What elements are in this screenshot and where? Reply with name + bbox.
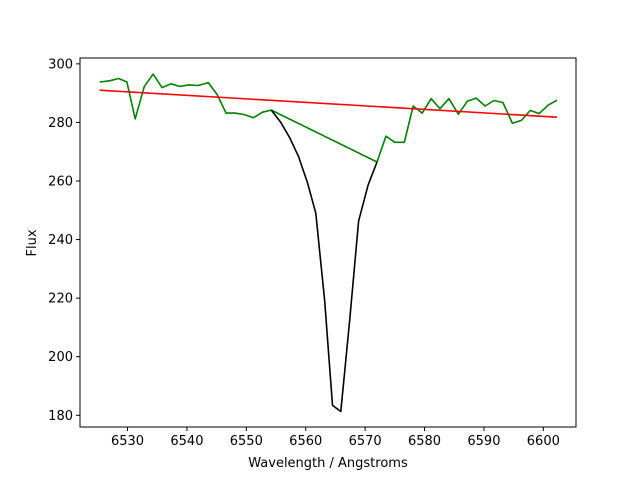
x-tick-label: 6550 [230, 434, 263, 449]
y-tick-label: 180 [48, 409, 73, 424]
y-tick-label: 220 [48, 292, 73, 307]
series-line-1 [270, 109, 378, 413]
plot-frame [79, 57, 577, 428]
x-axis-label: Wavelength / Angstroms [248, 456, 408, 471]
x-tick-label: 6600 [527, 434, 560, 449]
x-tick-label: 6580 [408, 434, 441, 449]
x-tick-label: 6570 [349, 434, 382, 449]
ticks: 6530 6540 6550 6560 6570 6580 6590 6600 180 200 22… [48, 57, 560, 449]
x-tick-label: 6530 [111, 434, 144, 449]
y-tick-label: 280 [48, 116, 73, 131]
plot-lines [99, 73, 558, 413]
y-axis-label: Flux [25, 229, 40, 256]
x-tick-label: 6560 [289, 434, 322, 449]
series-line-2 [99, 89, 558, 118]
y-tick-label: 240 [48, 233, 73, 248]
y-tick-label: 300 [48, 57, 73, 72]
x-tick-label: 6540 [170, 434, 203, 449]
y-tick-label: 200 [48, 350, 73, 365]
y-tick-label: 260 [48, 175, 73, 190]
x-tick-label: 6590 [467, 434, 500, 449]
